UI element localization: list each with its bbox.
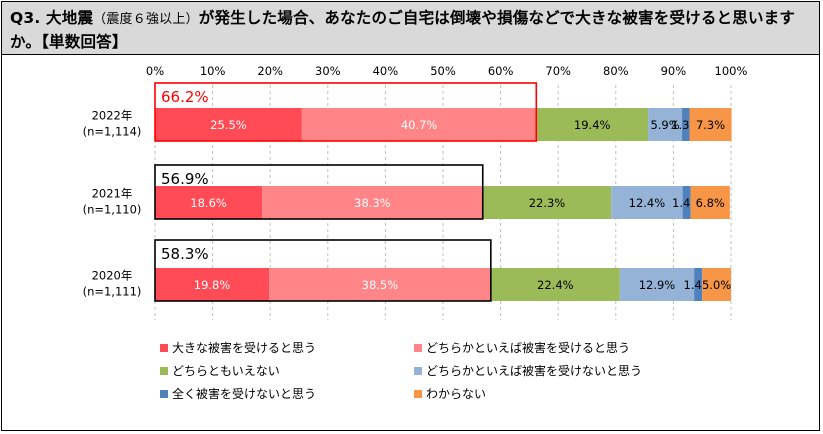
- category-label: 2020年: [92, 269, 133, 283]
- legend-swatch: [414, 367, 422, 375]
- bar-segment: [619, 268, 695, 301]
- legend-swatch: [160, 367, 168, 375]
- bar-segment: [682, 186, 691, 219]
- data-label: 5.9%: [650, 118, 679, 132]
- data-label: 19.8%: [194, 278, 231, 292]
- x-tick-label: 50%: [430, 64, 456, 78]
- highlight-total-label: 66.2%: [161, 88, 209, 106]
- question-paren: （震度６強以上）: [93, 12, 199, 27]
- category-label: 2022年: [92, 109, 133, 123]
- legend-label: どちらかといえば被害を受けないと思う: [426, 363, 642, 378]
- highlight-total-label: 56.9%: [161, 170, 209, 188]
- x-tick-label: 90%: [661, 64, 687, 78]
- bar-segment: [490, 268, 620, 301]
- data-label: 22.3%: [529, 196, 566, 210]
- x-tick-label: 30%: [315, 64, 341, 78]
- bar-segment: [702, 268, 731, 301]
- category-n-label: (n=1,114): [83, 125, 142, 139]
- data-label: 40.7%: [401, 118, 438, 132]
- highlight-total-label: 58.3%: [161, 245, 209, 263]
- question-prefix: Q3. 大地震: [10, 9, 94, 27]
- data-label: 19.4%: [574, 118, 611, 132]
- legend-swatch: [414, 344, 422, 352]
- bar-segment: [482, 186, 612, 219]
- x-tick-label: 70%: [545, 64, 571, 78]
- bar-segment: [682, 108, 690, 141]
- legend-label: 全く被害を受けないと思う: [172, 386, 316, 401]
- legend-swatch: [160, 390, 168, 398]
- highlight-box: [154, 82, 538, 142]
- data-label: 18.6%: [190, 196, 227, 210]
- x-tick-label: 100%: [715, 64, 748, 78]
- highlight-box: [154, 164, 484, 220]
- bar-segment: [689, 108, 732, 141]
- bar-segment: [155, 108, 302, 141]
- x-tick-label: 0%: [146, 64, 164, 78]
- x-tick-label: 40%: [373, 64, 399, 78]
- legend-label: どちらかといえば被害を受けると思う: [426, 340, 630, 355]
- category-n-label: (n=1,110): [83, 203, 142, 217]
- legend-label: わからない: [426, 387, 486, 401]
- category-label: 2021年: [92, 187, 133, 201]
- x-tick-label: 20%: [257, 64, 283, 78]
- data-label: 7.3%: [696, 118, 725, 132]
- x-tick-label: 80%: [603, 64, 629, 78]
- data-label: 12.9%: [639, 278, 676, 292]
- data-label: 38.5%: [362, 278, 399, 292]
- data-label: 5.0%: [702, 278, 731, 292]
- legend-label: どちらともいえない: [172, 364, 280, 378]
- x-tick-label: 10%: [200, 64, 226, 78]
- bar-segment: [301, 108, 537, 141]
- bar-segment: [611, 186, 683, 219]
- data-label: 38.3%: [354, 196, 391, 210]
- bar-segment: [155, 186, 263, 219]
- bar-segment: [262, 186, 483, 219]
- legend-swatch: [160, 344, 168, 352]
- bar-segment: [694, 268, 703, 301]
- data-label: 22.4%: [537, 278, 574, 292]
- question-header: Q3. 大地震（震度６強以上）が発生した場合、あなたのご自宅は倒壊や損傷などで大…: [2, 2, 819, 55]
- question-title: Q3. 大地震（震度６強以上）が発生した場合、あなたのご自宅は倒壊や損傷などで大…: [10, 7, 815, 53]
- bar-segment: [536, 108, 649, 141]
- bar-segment: [155, 268, 270, 301]
- category-n-label: (n=1,111): [83, 285, 142, 299]
- data-label: 25.5%: [210, 118, 247, 132]
- bar-segment: [269, 268, 491, 301]
- legend-swatch: [414, 390, 422, 398]
- highlight-box: [154, 239, 492, 302]
- x-tick-label: 60%: [488, 64, 514, 78]
- data-label: 6.8%: [696, 196, 725, 210]
- bar-segment: [648, 108, 683, 141]
- data-label: 12.4%: [629, 196, 666, 210]
- question-rest: が発生した場合、あなたのご自宅は倒壊や損傷などで大きな被害を受けると思いますか。…: [10, 9, 796, 51]
- bar-segment: [690, 186, 730, 219]
- legend-label: 大きな被害を受けると思う: [172, 340, 316, 355]
